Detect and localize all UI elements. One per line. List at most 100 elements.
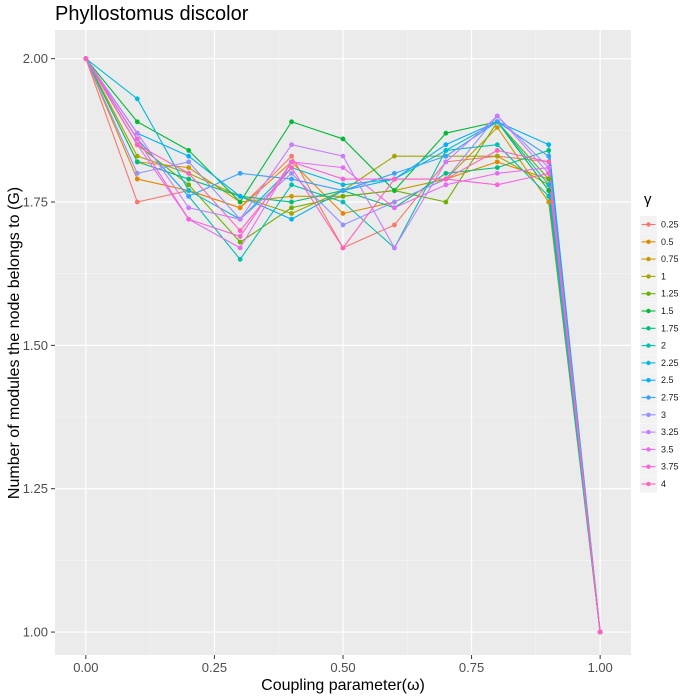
data-point — [443, 153, 449, 159]
y-axis: 1.00 1.25 1.50 1.75 2.00 — [23, 51, 55, 640]
y-tick-label: 1.75 — [23, 195, 48, 210]
legend-label: 2.5 — [661, 375, 674, 385]
data-point — [494, 119, 500, 125]
data-point — [340, 245, 346, 251]
y-axis-title: Number of modules the node belongs to (G… — [6, 187, 23, 499]
legend-item: 2.25 — [640, 354, 679, 372]
legend-label: 3.25 — [661, 427, 679, 437]
data-point — [289, 165, 294, 171]
data-point — [186, 188, 192, 193]
data-point — [494, 170, 500, 176]
x-tick-label: 0.50 — [330, 660, 355, 675]
legend-label: 3.5 — [661, 444, 674, 454]
data-point — [494, 113, 500, 119]
legend-label: 2.75 — [661, 393, 679, 403]
data-point — [186, 165, 192, 171]
legend-item: 3.25 — [640, 423, 679, 441]
data-point — [340, 165, 346, 171]
legend-item: 3.75 — [640, 458, 679, 476]
data-point — [186, 159, 192, 165]
legend-item: 0.25 — [640, 216, 679, 233]
data-point — [443, 159, 449, 165]
data-point — [392, 222, 397, 228]
data-point — [289, 182, 294, 188]
data-point — [289, 193, 294, 199]
data-point — [289, 176, 294, 182]
legend-label: 1.75 — [661, 323, 679, 333]
data-point — [392, 245, 397, 251]
series-points — [83, 56, 603, 635]
data-point — [392, 188, 397, 193]
legend-key-point — [646, 291, 651, 296]
data-point — [392, 170, 397, 176]
data-point — [134, 176, 140, 182]
major-gridlines — [55, 30, 631, 655]
legend-key-point — [646, 412, 651, 417]
data-point — [237, 234, 243, 239]
data-point — [186, 176, 192, 182]
data-point — [289, 170, 294, 176]
legend-key-point — [646, 256, 651, 262]
data-point — [340, 153, 346, 159]
y-tick-label: 1.50 — [23, 338, 48, 353]
data-point — [134, 96, 140, 102]
legend-key-point — [646, 464, 651, 469]
data-point — [134, 170, 140, 176]
x-tick-label: 0.25 — [202, 660, 227, 675]
data-point — [186, 193, 192, 199]
data-point — [546, 159, 552, 165]
data-point — [237, 199, 243, 205]
data-point — [546, 170, 552, 176]
data-point — [237, 216, 243, 222]
data-point — [494, 159, 500, 165]
legend-item: 2 — [640, 337, 666, 355]
data-point — [546, 153, 552, 159]
legend-item: 3 — [640, 406, 666, 424]
data-point — [289, 205, 294, 211]
data-point — [340, 193, 346, 199]
data-point — [289, 153, 294, 159]
data-point — [134, 159, 140, 165]
data-point — [443, 199, 449, 205]
data-point — [392, 176, 397, 182]
legend-label: 3 — [661, 410, 666, 420]
data-point — [443, 182, 449, 188]
data-point — [134, 199, 140, 205]
legend-item: 2.5 — [640, 371, 674, 389]
data-point — [546, 199, 552, 205]
legend-key-point — [646, 274, 651, 279]
legend-item: 3.5 — [640, 440, 674, 458]
legend-item: 1 — [640, 267, 666, 285]
data-point — [289, 142, 294, 148]
data-point — [134, 142, 140, 148]
data-point — [237, 245, 243, 251]
legend-label: 3.75 — [661, 462, 679, 472]
data-point — [443, 170, 449, 176]
data-point — [237, 256, 243, 262]
data-point — [494, 182, 500, 188]
data-point — [546, 148, 552, 153]
data-point — [83, 56, 89, 62]
data-point — [340, 199, 346, 205]
data-point — [340, 182, 346, 188]
legend-label: 2.25 — [661, 358, 679, 368]
legend-label: 4 — [661, 479, 666, 489]
x-tick-label: 1.00 — [587, 660, 612, 675]
data-point — [546, 182, 552, 188]
legend-label: 1.25 — [661, 289, 679, 299]
legend-key-point — [646, 222, 651, 227]
legend-title: γ — [644, 191, 652, 208]
data-point — [443, 148, 449, 153]
legend-key-point — [646, 378, 651, 383]
data-point — [289, 119, 294, 125]
legend-item: 1.75 — [640, 319, 679, 337]
legend-key-point — [646, 429, 651, 435]
data-point — [392, 205, 397, 211]
data-point — [340, 136, 346, 142]
legend-label: 0.5 — [661, 237, 674, 247]
data-point — [494, 142, 500, 148]
data-point — [546, 165, 552, 171]
legend-key-point — [646, 447, 651, 452]
